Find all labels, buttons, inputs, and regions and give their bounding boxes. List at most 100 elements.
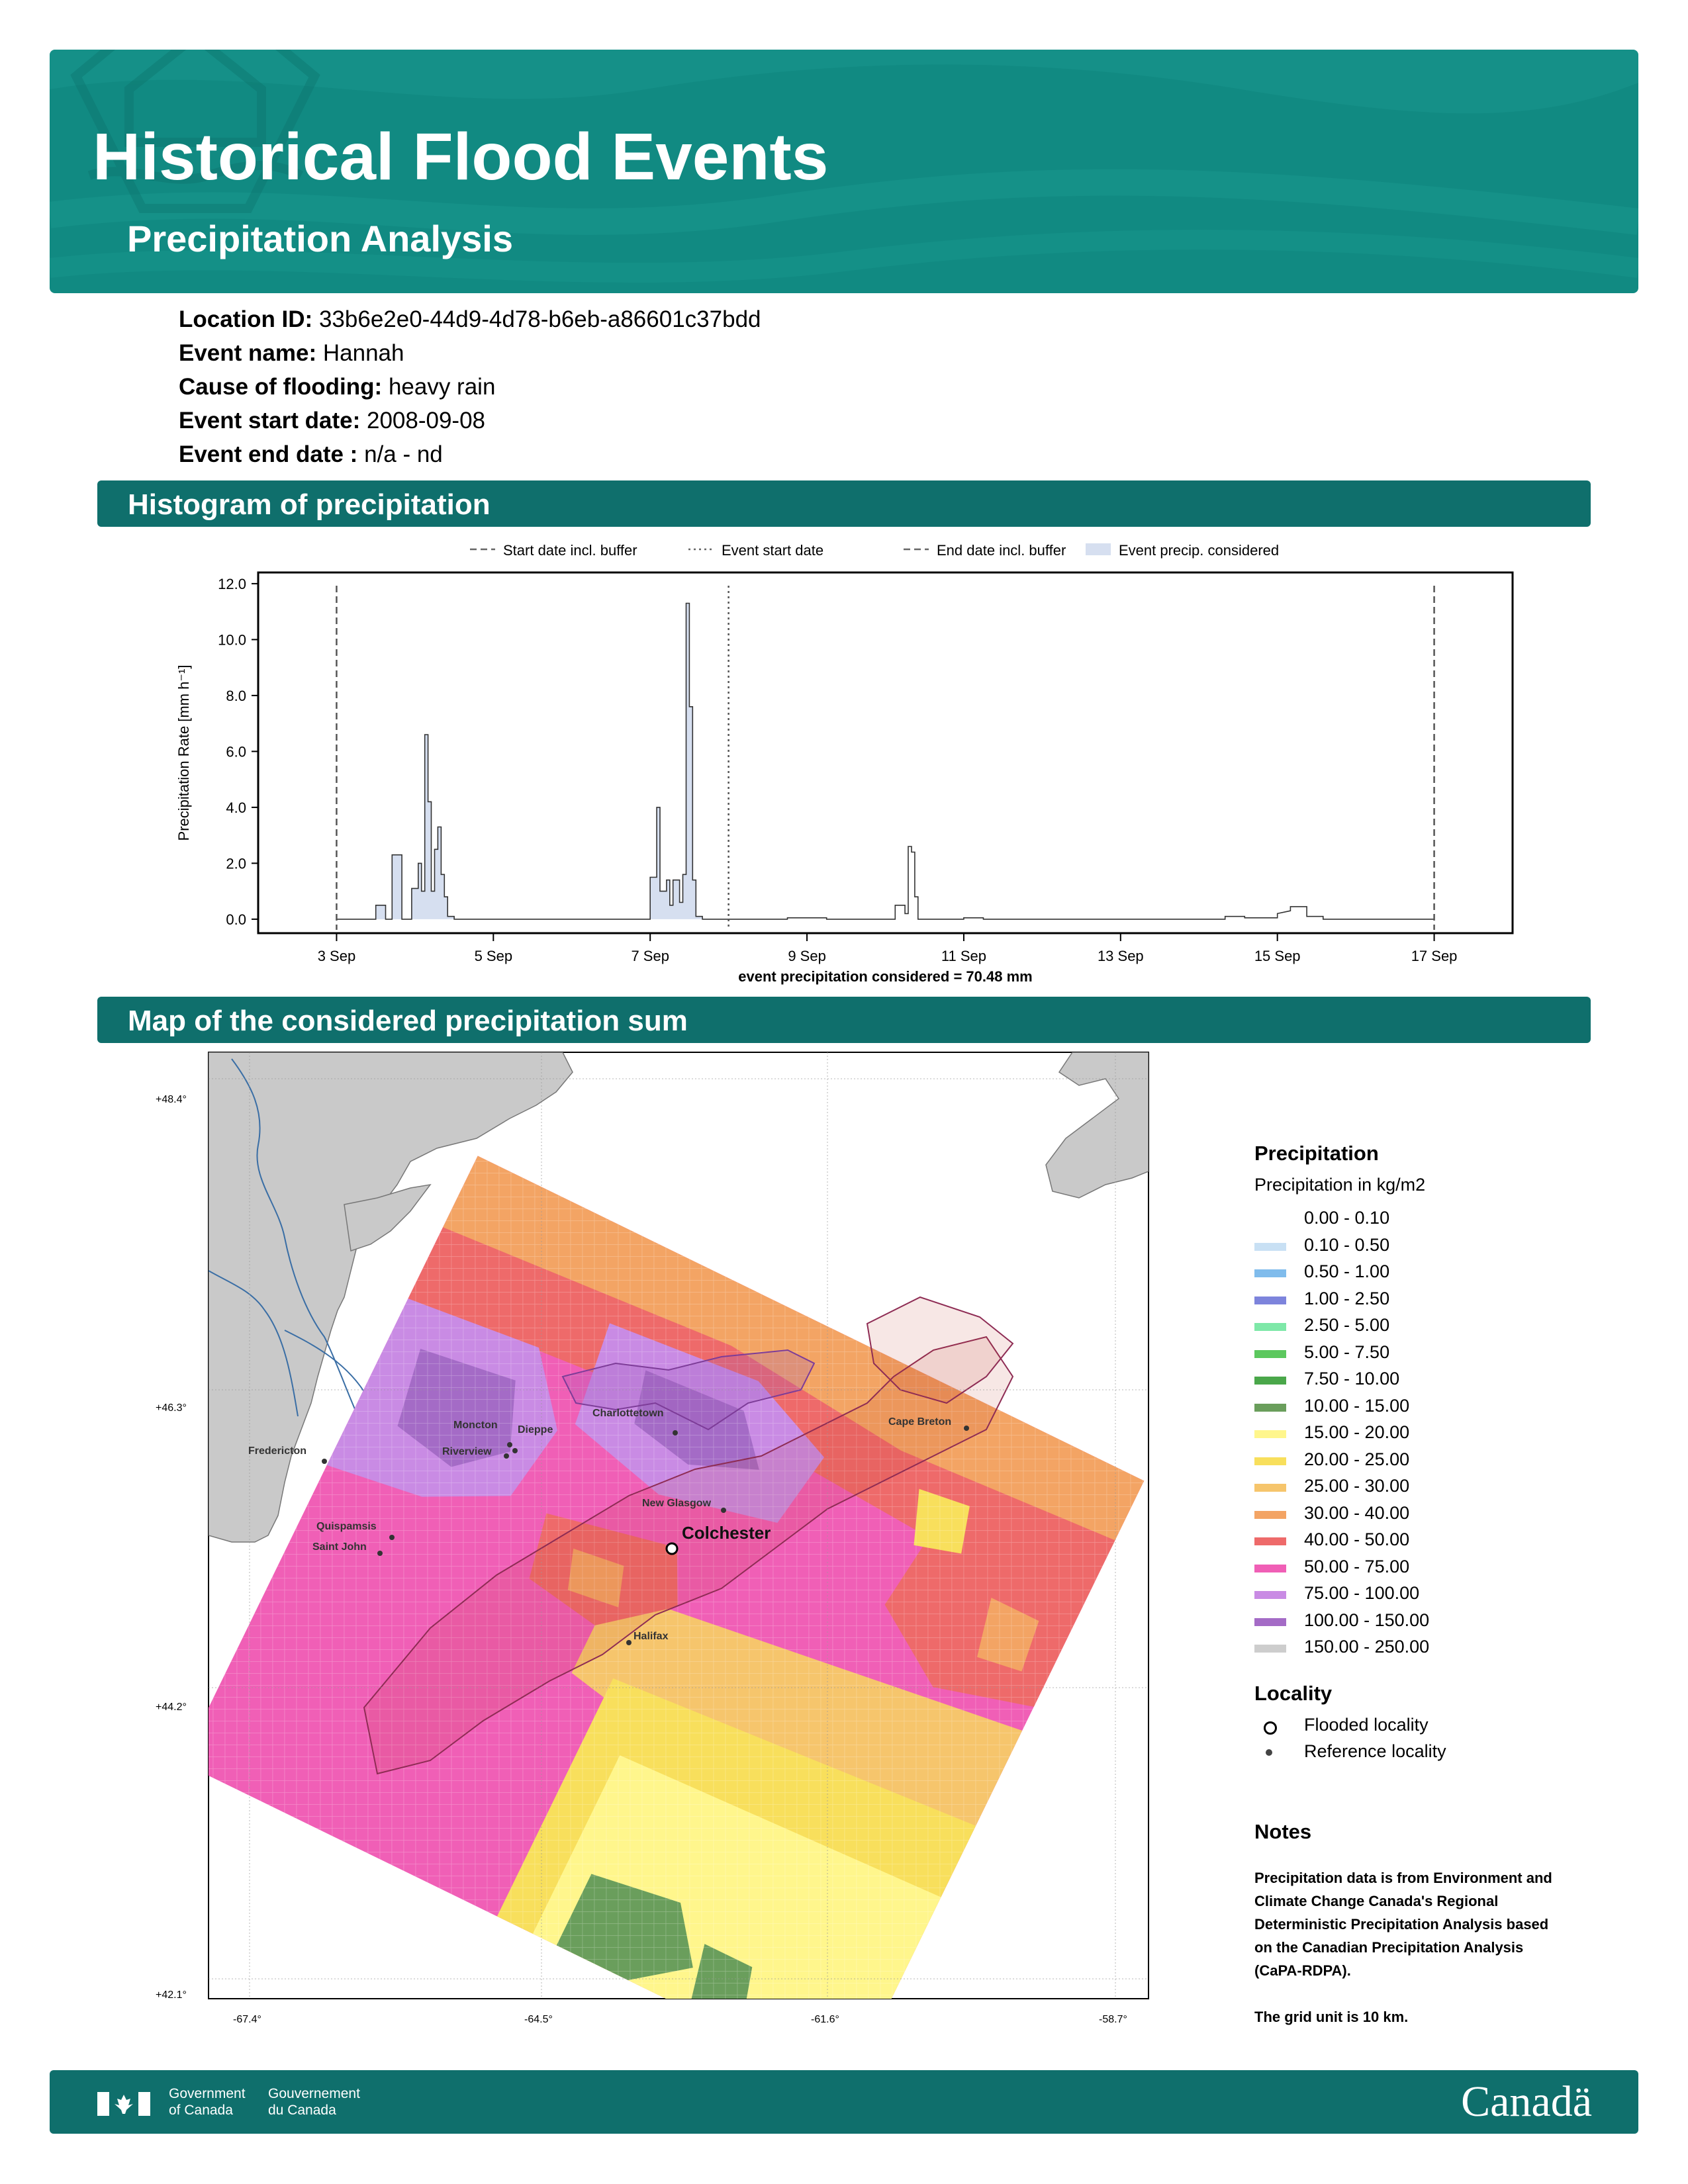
lat-label: +48.4°	[156, 1094, 187, 1105]
legend-class-label: 20.00 - 25.00	[1304, 1449, 1410, 1469]
lat-label: +44.2°	[156, 1702, 187, 1713]
legend-locality-title: Locality	[1254, 1682, 1333, 1705]
legend-class-row: 25.00 - 30.00	[1254, 1476, 1625, 1500]
lon-label: -67.4°	[233, 2014, 261, 2025]
legend-class-row: 150.00 - 250.00	[1254, 1637, 1625, 1661]
graticule	[209, 1052, 1149, 1999]
header-banner	[50, 50, 1638, 293]
legend-class-row: 0.50 - 1.00	[1254, 1261, 1625, 1285]
locality-marker	[626, 1640, 632, 1645]
legend-class-label: 10.00 - 15.00	[1304, 1395, 1410, 1416]
land-mainland	[209, 1052, 573, 1543]
section-title: Map of the considered precipitation sum	[128, 1005, 688, 1037]
y-axis-label: Precipitation Rate [mm h⁻¹]	[175, 665, 192, 841]
legend-swatch	[1254, 1457, 1286, 1465]
legend-swatch	[1254, 1216, 1286, 1224]
legend-item-label: Start date incl. buffer	[503, 542, 637, 559]
notes-line: (CaPA-RDPA).	[1254, 1962, 1351, 1979]
section-histogram-header: Histogram of precipitation	[97, 480, 1591, 527]
footer-bar: Government of Canada Gouvernement du Can…	[50, 2070, 1638, 2134]
notes-line: Precipitation data is from Environment a…	[1254, 1870, 1552, 1886]
legend-class-label: 1.00 - 2.50	[1304, 1288, 1390, 1308]
locality-label: Charlottetown	[592, 1408, 664, 1419]
flooded-locality-symbol	[1264, 1721, 1277, 1735]
lon-label: -58.7°	[1099, 2014, 1127, 2025]
gov-fr-line1: Gouvernement	[268, 2086, 360, 2101]
flooded-locality-label: Colchester	[682, 1523, 771, 1543]
legend-class-row: 20.00 - 25.00	[1254, 1449, 1625, 1473]
wave-decoration	[50, 50, 1638, 283]
precip-series-line	[728, 846, 1434, 920]
legend-swatch	[1254, 1323, 1286, 1331]
notes-line: Climate Change Canada's Regional	[1254, 1893, 1499, 1909]
legend-swatch	[1254, 1349, 1286, 1358]
x-tick-label: 15 Sep	[1254, 948, 1301, 964]
legend-class-label: 50.00 - 75.00	[1304, 1556, 1410, 1576]
precip-series-line	[336, 602, 729, 920]
gov-fr-line2: du Canada	[268, 2103, 336, 2118]
locality-label: Cape Breton	[888, 1416, 951, 1428]
legend-swatch	[1254, 1537, 1286, 1545]
lat-label: +42.1°	[156, 1989, 187, 2001]
legend-class-label: 150.00 - 250.00	[1304, 1637, 1430, 1657]
legend-flooded-label: Flooded locality	[1304, 1715, 1429, 1735]
locality-marker	[377, 1551, 383, 1556]
legend-class-row: 40.00 - 50.00	[1254, 1529, 1625, 1553]
legend-swatch	[1254, 1484, 1286, 1492]
info-key: Event end date :	[179, 441, 358, 467]
info-key: Cause of flooding:	[179, 374, 383, 400]
y-tick-label: 10.0	[218, 631, 246, 648]
river-line	[209, 1270, 299, 1417]
x-tick-label: 7 Sep	[631, 948, 669, 964]
legend-class-row: 0.00 - 0.10	[1254, 1208, 1625, 1232]
histogram-chart: Start date incl. buffer Event start date E…	[175, 542, 1514, 985]
info-value: heavy rain	[388, 374, 496, 400]
gov-en-line1: Government	[169, 2086, 246, 2101]
locality-marker	[721, 1508, 726, 1513]
info-value: Hannah	[322, 340, 404, 366]
gov-en-line2: of Canada	[169, 2103, 233, 2118]
lat-label: +46.3°	[156, 1402, 187, 1414]
y-tick-label: 6.0	[226, 743, 246, 760]
locality-label: New Glasgow	[642, 1498, 712, 1509]
page-title: Historical Flood Events	[93, 120, 829, 194]
legend-fill-swatch	[1086, 543, 1111, 555]
locality-label: Moncton	[453, 1420, 498, 1431]
map-legend: Precipitation Precipitation in kg/m2 0.0…	[1254, 1142, 1625, 2035]
locality-label: Fredericton	[248, 1445, 306, 1457]
x-tick-label: 3 Sep	[318, 948, 356, 964]
info-value: n/a - nd	[364, 441, 443, 467]
locality-marker	[507, 1442, 512, 1447]
legend-swatch	[1254, 1269, 1286, 1277]
legend-swatch	[1254, 1591, 1286, 1599]
legend-class-row: 2.50 - 5.00	[1254, 1315, 1625, 1339]
legend-swatch	[1254, 1617, 1286, 1626]
legend-swatch	[1254, 1510, 1286, 1519]
legend-swatch	[1254, 1645, 1286, 1653]
locality-label: Saint John	[312, 1541, 367, 1553]
info-cause: Cause of flooding: heavy rain	[179, 374, 495, 400]
precipitation-map: Colchester Charlottetown Moncton Dieppe …	[156, 1052, 1149, 2025]
event-precip-total: event precipitation considered = 70.48 m…	[738, 968, 1032, 985]
y-tick-label: 2.0	[226, 855, 246, 872]
legend-item-label: Event precip. considered	[1119, 542, 1279, 559]
nova-scotia-outline	[363, 1336, 1014, 1775]
lon-label: -64.5°	[524, 2014, 553, 2025]
y-tick-label: 12.0	[218, 576, 246, 592]
lon-label: -61.6°	[811, 2014, 839, 2025]
legend-class-label: 5.00 - 7.50	[1304, 1342, 1390, 1362]
gov-en-wordmark: Government of Canada	[169, 2085, 246, 2118]
legend-swatch	[1254, 1242, 1286, 1251]
legend-class-label: 25.00 - 30.00	[1304, 1476, 1410, 1496]
info-location-id: Location ID: 33b6e2e0-44d9-4d78-b6eb-a86…	[179, 306, 761, 333]
canada-flag-icon	[97, 2092, 150, 2116]
legend-class-row: 15.00 - 20.00	[1254, 1422, 1625, 1446]
legend-swatch	[1254, 1296, 1286, 1304]
legend-class-row: 100.00 - 150.00	[1254, 1610, 1625, 1634]
legend-class-row: 7.50 - 10.00	[1254, 1369, 1625, 1392]
x-tick-label: 13 Sep	[1098, 948, 1144, 964]
legend-class-row: 10.00 - 15.00	[1254, 1396, 1625, 1420]
y-tick-label: 0.0	[226, 911, 246, 928]
x-tick-label: 17 Sep	[1411, 948, 1458, 964]
legend-class-label: 0.10 - 0.50	[1304, 1234, 1390, 1255]
